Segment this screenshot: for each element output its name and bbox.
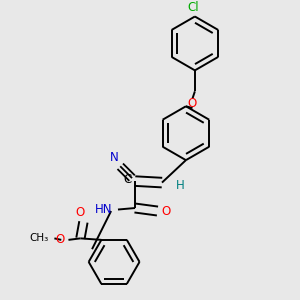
Text: N: N <box>110 151 119 164</box>
Text: H: H <box>176 179 184 192</box>
Text: O: O <box>161 205 170 218</box>
Text: CH₃: CH₃ <box>29 233 48 243</box>
Text: O: O <box>188 97 197 110</box>
Text: C: C <box>123 173 131 186</box>
Text: O: O <box>76 206 85 219</box>
Text: O: O <box>56 233 65 246</box>
Text: HN: HN <box>95 203 112 216</box>
Text: Cl: Cl <box>188 1 199 14</box>
